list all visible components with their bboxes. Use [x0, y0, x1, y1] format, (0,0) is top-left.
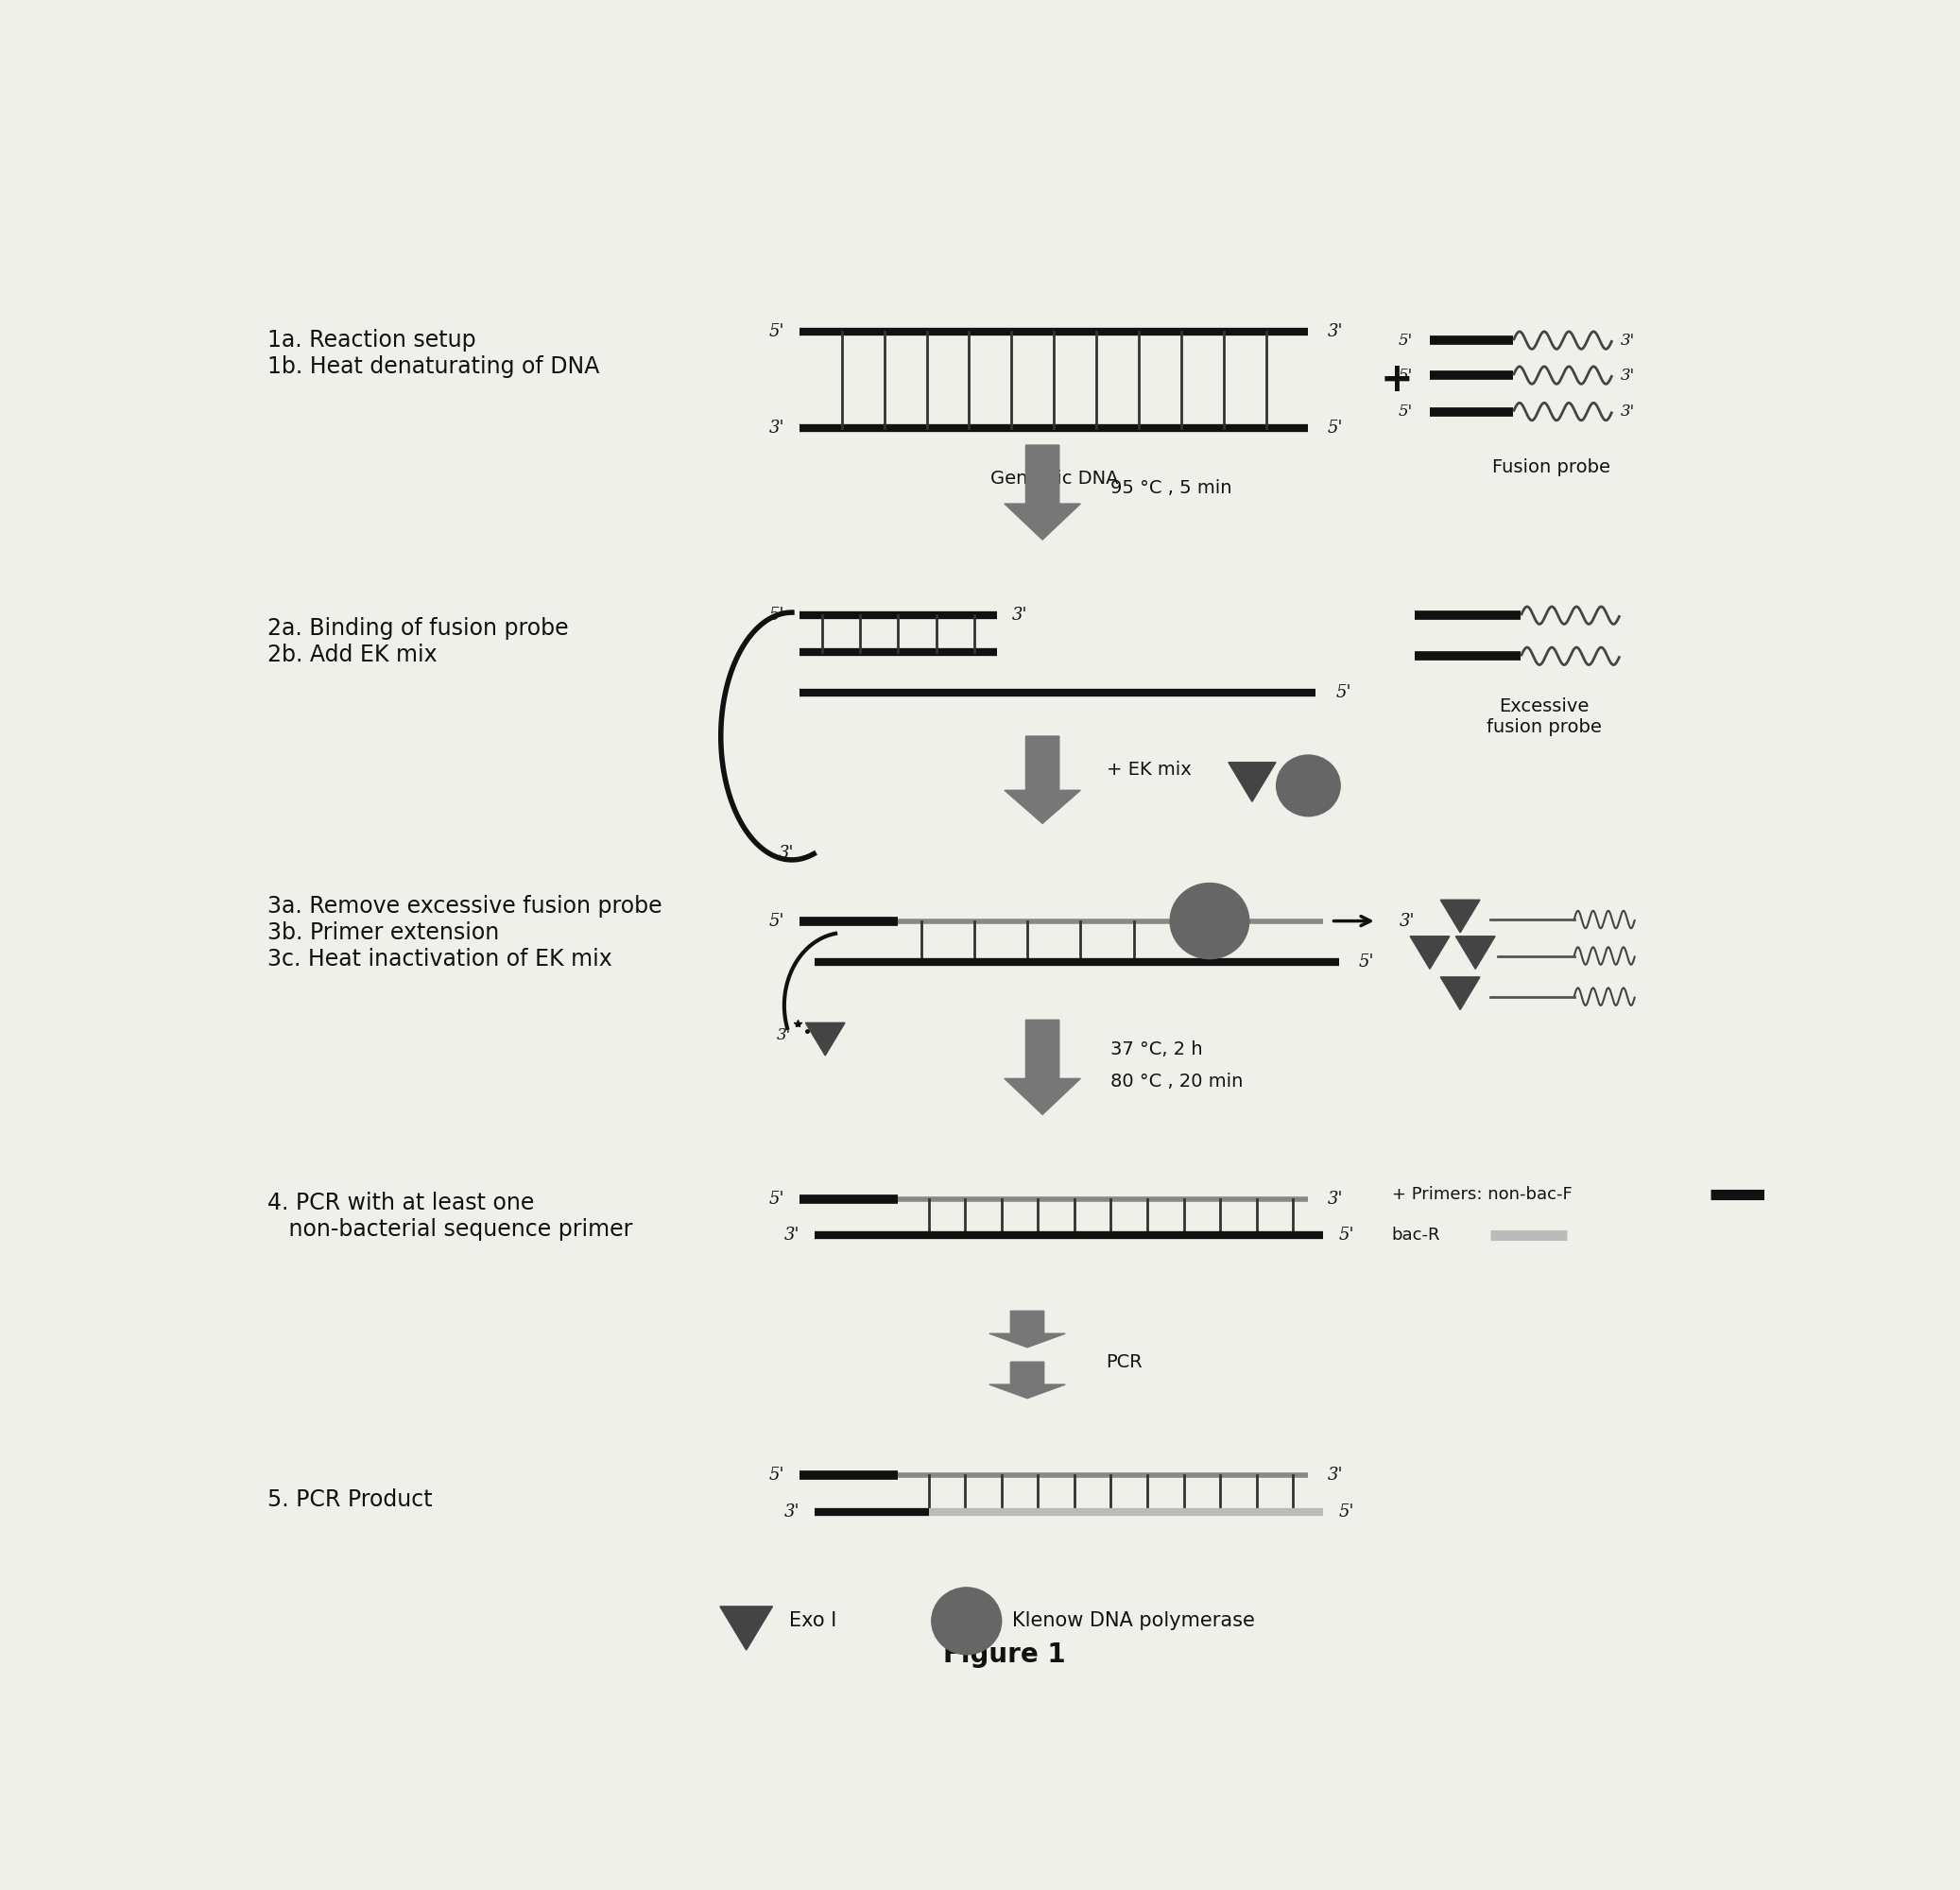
Text: 5': 5' — [768, 1191, 784, 1208]
FancyArrow shape — [1005, 735, 1080, 824]
Text: 5': 5' — [768, 1467, 784, 1484]
Text: 4. PCR with at least one
   non-bacterial sequence primer: 4. PCR with at least one non-bacterial s… — [269, 1193, 633, 1242]
Text: Genomic DNA: Genomic DNA — [990, 469, 1119, 488]
Text: + EK mix: + EK mix — [1105, 760, 1192, 779]
Text: 5': 5' — [1397, 333, 1413, 348]
Text: 2a. Binding of fusion probe
2b. Add EK mix: 2a. Binding of fusion probe 2b. Add EK m… — [269, 616, 568, 665]
Text: 3': 3' — [1621, 367, 1635, 384]
FancyArrow shape — [1005, 444, 1080, 541]
Text: 95 °C , 5 min: 95 °C , 5 min — [1111, 478, 1233, 497]
Text: 3': 3' — [1011, 607, 1027, 624]
Circle shape — [1276, 756, 1341, 816]
Text: 3': 3' — [1621, 404, 1635, 420]
Text: 5': 5' — [768, 323, 784, 340]
Text: 5': 5' — [1327, 420, 1343, 437]
Text: 3': 3' — [784, 1503, 800, 1520]
Text: Fusion probe: Fusion probe — [1492, 457, 1611, 476]
Text: 5': 5' — [1397, 367, 1413, 384]
Text: 5': 5' — [1339, 1227, 1354, 1244]
Circle shape — [1170, 883, 1249, 958]
Text: 3': 3' — [1327, 1191, 1343, 1208]
FancyArrow shape — [990, 1312, 1066, 1348]
Text: 3': 3' — [1621, 333, 1635, 348]
Text: 5': 5' — [768, 607, 784, 624]
Text: + Primers: non-bac-F: + Primers: non-bac-F — [1392, 1187, 1572, 1204]
Text: 3': 3' — [1327, 1467, 1343, 1484]
Text: 5': 5' — [1339, 1503, 1354, 1520]
Text: 5. PCR Product: 5. PCR Product — [269, 1489, 433, 1512]
Text: 5': 5' — [1358, 953, 1374, 970]
Text: +: + — [1380, 359, 1413, 399]
Text: 3': 3' — [784, 1227, 800, 1244]
Text: 5': 5' — [768, 913, 784, 930]
Text: 3': 3' — [768, 420, 784, 437]
Text: Excessive
fusion probe: Excessive fusion probe — [1486, 697, 1601, 737]
Text: 80 °C , 20 min: 80 °C , 20 min — [1111, 1074, 1243, 1091]
Text: 37 °C, 2 h: 37 °C, 2 h — [1111, 1041, 1203, 1058]
Circle shape — [931, 1588, 1002, 1654]
Text: Klenow DNA polymerase: Klenow DNA polymerase — [1011, 1612, 1254, 1631]
Text: Exo I: Exo I — [788, 1612, 837, 1631]
FancyArrow shape — [990, 1363, 1066, 1399]
Text: PCR: PCR — [1105, 1353, 1143, 1370]
Text: 3': 3' — [1327, 323, 1343, 340]
Text: 5': 5' — [1335, 684, 1350, 701]
Text: 1a. Reaction setup
1b. Heat denaturating of DNA: 1a. Reaction setup 1b. Heat denaturating… — [269, 329, 600, 378]
Text: Figure 1: Figure 1 — [943, 1641, 1066, 1667]
Text: 3': 3' — [776, 1026, 792, 1043]
Text: 3a. Remove excessive fusion probe
3b. Primer extension
3c. Heat inactivation of : 3a. Remove excessive fusion probe 3b. Pr… — [269, 896, 662, 970]
Text: 3': 3' — [1399, 913, 1415, 930]
Text: 5': 5' — [1397, 404, 1413, 420]
Text: 3': 3' — [778, 845, 794, 862]
Text: bac-R: bac-R — [1392, 1227, 1441, 1244]
FancyArrow shape — [1005, 1021, 1080, 1115]
